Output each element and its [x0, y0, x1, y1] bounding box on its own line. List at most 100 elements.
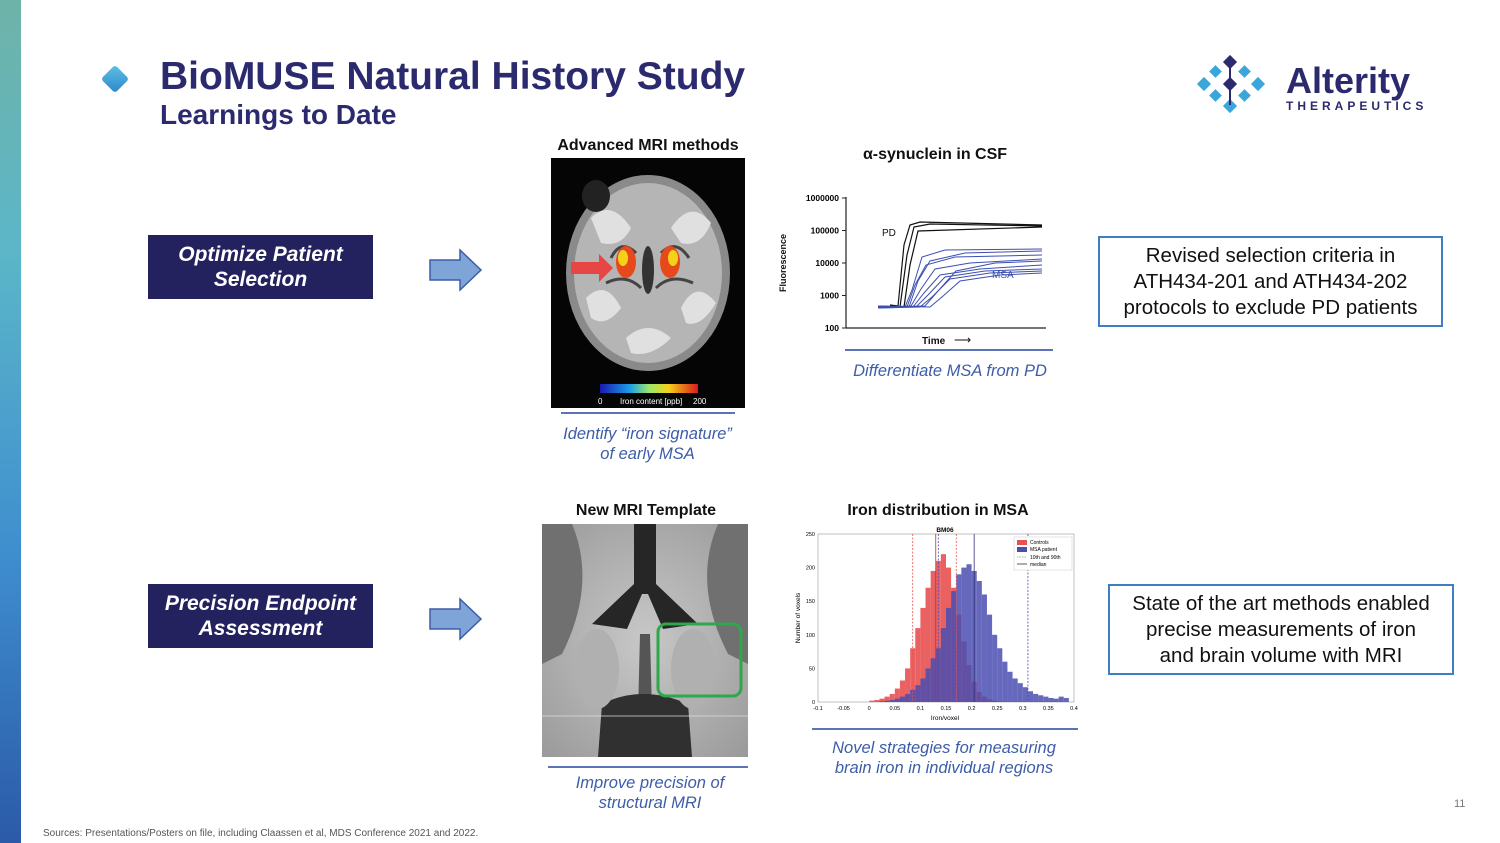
colorbar-label: Iron content [ppb] — [620, 397, 683, 406]
msa-bar — [1038, 695, 1044, 702]
precision-endpoint-label: Precision Endpoint Assessment — [148, 584, 373, 648]
msa-bar — [925, 668, 931, 702]
legend-percentiles: 10th and 90th — [1030, 555, 1061, 561]
legend-swatch-msa — [1017, 547, 1027, 552]
synuclein-ytick: 100000 — [811, 226, 840, 236]
msa-bar — [905, 693, 911, 702]
controls-bar — [940, 554, 946, 702]
msa-bar — [915, 685, 921, 702]
synuclein-ylabel: Fluorescence — [778, 233, 789, 293]
measurement-outcome-box: State of the art methods enabled precise… — [1108, 584, 1454, 675]
controls-bar — [874, 699, 880, 702]
controls-bar — [889, 693, 895, 702]
msa-bar — [1017, 683, 1023, 702]
msa-bar — [992, 634, 998, 702]
histogram-xtick: -0.1 — [813, 706, 822, 712]
histogram-ytick: 200 — [806, 566, 815, 572]
page-number: 11 — [1454, 798, 1466, 810]
controls-bar — [905, 668, 911, 702]
msa-bar — [1063, 697, 1069, 702]
colorbar-max: 200 — [693, 397, 707, 406]
page-title: BioMUSE Natural History Study — [160, 55, 746, 98]
msa-bar — [930, 658, 936, 702]
synuclein-ytick: 100 — [825, 323, 839, 333]
caption-rule — [548, 766, 748, 768]
msa-bar — [884, 700, 890, 702]
pd-curve-label: PD — [882, 228, 896, 239]
controls-bar — [899, 680, 906, 702]
histogram-title: BM06 — [936, 527, 954, 534]
controls-bar — [920, 607, 926, 702]
template-caption: Improve precision of structural MRI — [575, 774, 725, 812]
histogram-xlabel: Iron/voxel — [931, 715, 960, 722]
legend-median: median — [1030, 562, 1047, 568]
msa-bar — [981, 594, 987, 702]
synuclein-xlabel: Time — [922, 336, 946, 347]
msa-bar — [1007, 671, 1013, 702]
synuclein-ytick: 10000 — [815, 258, 839, 268]
template-heading: New MRI Template — [575, 502, 717, 519]
histogram-xtick: 0.15 — [941, 706, 952, 712]
histogram-xtick: 0.4 — [1070, 706, 1078, 712]
logo-wordmark: Alterity — [1286, 60, 1411, 101]
msa-bar — [1043, 696, 1049, 702]
msa-bar — [976, 581, 982, 702]
msa-bar — [986, 614, 993, 702]
msa-bar — [920, 678, 926, 702]
histogram-xtick: 0.2 — [968, 706, 976, 712]
msa-bar — [894, 698, 900, 702]
legend-msa: MSA patient — [1030, 547, 1058, 553]
msa-bar — [1027, 691, 1034, 702]
histogram-ytick: 150 — [806, 599, 815, 605]
mri-iron-image — [551, 158, 745, 408]
optimize-selection-label: Optimize Patient Selection — [148, 235, 373, 299]
controls-bar — [930, 570, 936, 702]
mri-methods-heading: Advanced MRI methods — [557, 137, 739, 154]
msa-curve-label: MSA — [992, 270, 1014, 281]
msa-bar — [899, 696, 906, 702]
msa-bar — [1053, 698, 1059, 702]
histogram-ytick: 250 — [806, 532, 815, 538]
right-arrow-icon — [429, 597, 483, 641]
controls-bar — [884, 696, 890, 702]
time-arrow-icon: ⟶ — [954, 333, 972, 347]
synuclein-ytick: 1000000 — [806, 193, 839, 203]
histogram-xtick: 0.35 — [1043, 706, 1054, 712]
mri-methods-caption: Identify “iron signature” of early MSA — [563, 425, 732, 463]
controls-bar — [925, 587, 931, 702]
synuclein-heading: α-synuclein in CSF — [862, 146, 1008, 163]
msa-bar — [1022, 687, 1028, 702]
msa-bar — [966, 564, 972, 702]
legend-swatch-controls — [1017, 540, 1027, 545]
synuclein-chart: 1000000 100000 10000 1000 100 — [806, 193, 1046, 333]
msa-bar — [1012, 678, 1018, 702]
selection-outcome-box: Revised selection criteria in ATH434-201… — [1098, 236, 1443, 327]
histogram-xtick: -0.05 — [837, 706, 850, 712]
caption-rule — [561, 412, 735, 414]
iron-dist-heading: Iron distribution in MSA — [847, 502, 1029, 519]
sources-footnote: Sources: Presentations/Posters on file, … — [43, 828, 479, 839]
diamond-bullet-icon — [100, 64, 130, 94]
msa-bar — [889, 699, 895, 702]
controls-bar — [869, 700, 875, 702]
histogram-ytick: 100 — [806, 633, 815, 639]
synuclein-ytick: 1000 — [820, 291, 839, 301]
controls-bar — [915, 628, 921, 702]
iron-dist-caption: Novel strategies for measuring brain iro… — [832, 739, 1056, 777]
histogram-xtick: 0.1 — [917, 706, 925, 712]
legend-controls: Controls — [1030, 540, 1049, 546]
logo-tagline: THERAPEUTICS — [1286, 99, 1428, 113]
histogram-ytick: 50 — [809, 666, 815, 672]
msa-bar — [961, 567, 967, 702]
histogram-xtick: 0.3 — [1019, 706, 1027, 712]
msa-bar — [879, 701, 885, 702]
msa-bar — [1002, 661, 1008, 702]
histogram-xtick: 0.05 — [889, 706, 900, 712]
controls-bar — [935, 560, 941, 702]
controls-bar — [894, 688, 900, 702]
msa-bar — [1058, 696, 1064, 702]
synuclein-caption: Differentiate MSA from PD — [853, 362, 1047, 380]
controls-bar — [879, 698, 885, 702]
colorbar-min: 0 — [598, 397, 603, 406]
msa-bar — [1048, 697, 1054, 702]
